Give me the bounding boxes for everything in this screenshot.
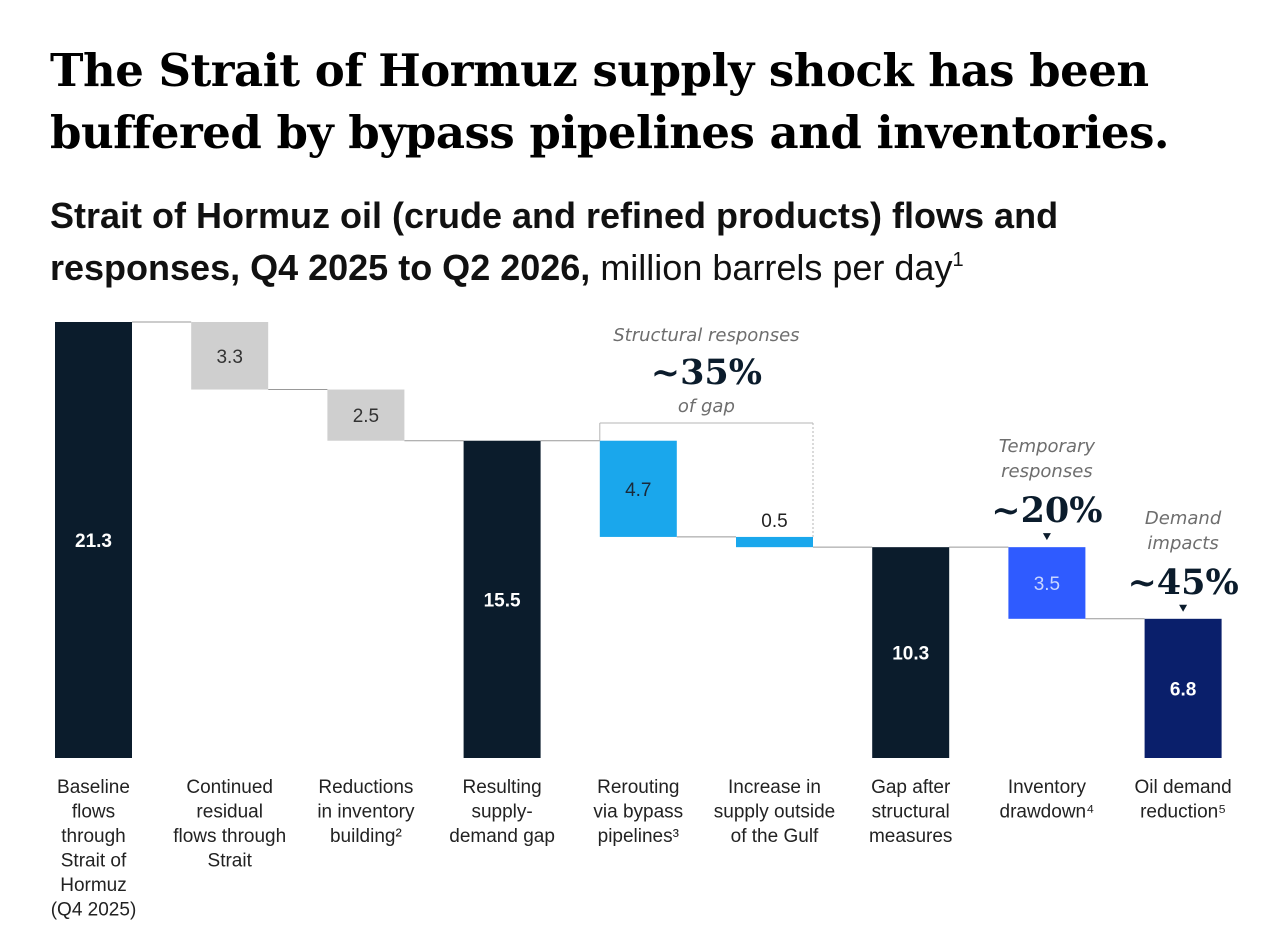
group-percentage: ~45%: [1127, 562, 1238, 603]
category-label: reduction⁵: [1140, 802, 1226, 823]
subtitle-unit: million barrels per day: [590, 247, 953, 288]
category-label: residual: [196, 802, 263, 823]
bar-value-label: 2.5: [353, 406, 379, 427]
category-label: Inventory: [1008, 777, 1087, 798]
group-sublabel: of gap: [678, 396, 735, 417]
bar-value-label: 3.5: [1034, 574, 1060, 595]
category-label: measures: [869, 826, 952, 847]
category-label: building²: [330, 826, 402, 847]
group-percentage: ~20%: [991, 490, 1102, 531]
category-label: of the Gulf: [731, 826, 819, 847]
group-label: responses: [1001, 461, 1093, 482]
pointer-triangle: [1179, 604, 1188, 612]
bar-demand: [1144, 618, 1222, 758]
category-label: pipelines³: [598, 826, 679, 847]
bar-value-label: 10.3: [892, 644, 929, 665]
bar-reduction: [191, 322, 269, 390]
category-label: Baseline: [57, 777, 130, 798]
bar-value-label: 0.5: [761, 511, 787, 532]
subtitle-bold: Strait of Hormuz oil (crude and refined …: [50, 195, 1059, 288]
bar-total: [55, 322, 132, 758]
category-label: via bypass: [593, 802, 683, 823]
category-label: supply outside: [714, 802, 835, 823]
category-label: Reductions: [318, 777, 413, 798]
category-label: Rerouting: [597, 777, 679, 798]
category-label: Resulting: [462, 777, 541, 798]
group-label: impacts: [1147, 533, 1218, 554]
category-label: drawdown⁴: [1000, 802, 1095, 823]
bar-value-label: 3.3: [216, 347, 242, 368]
category-label: Hormuz: [60, 875, 127, 896]
category-label: Strait of: [61, 851, 127, 872]
category-label: demand gap: [449, 826, 555, 847]
bar-value-label: 21.3: [75, 531, 112, 552]
group-percentage: ~35%: [651, 352, 762, 393]
category-label: flows through: [173, 826, 286, 847]
category-label: through: [61, 826, 125, 847]
bar-structural: [736, 536, 813, 548]
category-label: Increase in: [728, 777, 821, 798]
category-label: in inventory: [317, 802, 415, 823]
bar-value-label: 4.7: [625, 480, 651, 501]
chart-headline: The Strait of Hormuz supply shock has be…: [50, 44, 1170, 159]
category-label: flows: [72, 802, 115, 823]
category-label: Gap after: [871, 777, 951, 798]
bar-temporary: [1008, 547, 1086, 619]
category-label: Continued: [186, 777, 273, 798]
group-label: Demand: [1145, 508, 1222, 529]
chart-subtitle: Strait of Hormuz oil (crude and refined …: [50, 190, 1230, 294]
bar-reduction: [327, 389, 405, 441]
bar-value-label: 15.5: [484, 590, 521, 611]
group-label: Temporary: [999, 436, 1096, 457]
pointer-triangle: [1042, 533, 1051, 541]
bar-total: [463, 440, 541, 758]
category-label: supply-: [471, 802, 532, 823]
category-label: Strait: [208, 851, 253, 872]
category-label: Oil demand: [1135, 777, 1232, 798]
bar-structural: [599, 440, 677, 537]
group-label: Structural responses: [613, 325, 799, 346]
category-label: (Q4 2025): [51, 900, 137, 921]
category-label: structural: [872, 802, 950, 823]
bar-value-label: 6.8: [1170, 679, 1196, 700]
bar-total: [872, 547, 950, 758]
subtitle-footnote: 1: [952, 249, 964, 271]
